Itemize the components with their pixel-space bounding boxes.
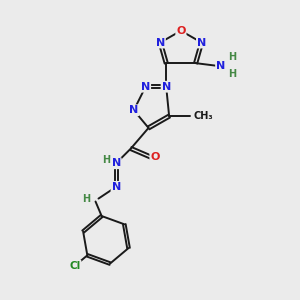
Text: O: O xyxy=(150,152,160,162)
Text: N: N xyxy=(156,38,165,47)
Text: N: N xyxy=(112,182,121,192)
Text: N: N xyxy=(197,38,206,47)
Text: O: O xyxy=(176,26,186,36)
Text: H: H xyxy=(82,194,90,204)
Text: H: H xyxy=(102,155,110,165)
Text: CH₃: CH₃ xyxy=(193,111,213,121)
Text: N: N xyxy=(216,61,225,71)
Text: N: N xyxy=(112,158,121,168)
Text: H: H xyxy=(228,52,236,62)
Text: N: N xyxy=(162,82,171,92)
Text: H: H xyxy=(228,69,236,79)
Text: Cl: Cl xyxy=(69,261,81,271)
Text: N: N xyxy=(141,82,150,92)
Text: N: N xyxy=(129,105,138,115)
